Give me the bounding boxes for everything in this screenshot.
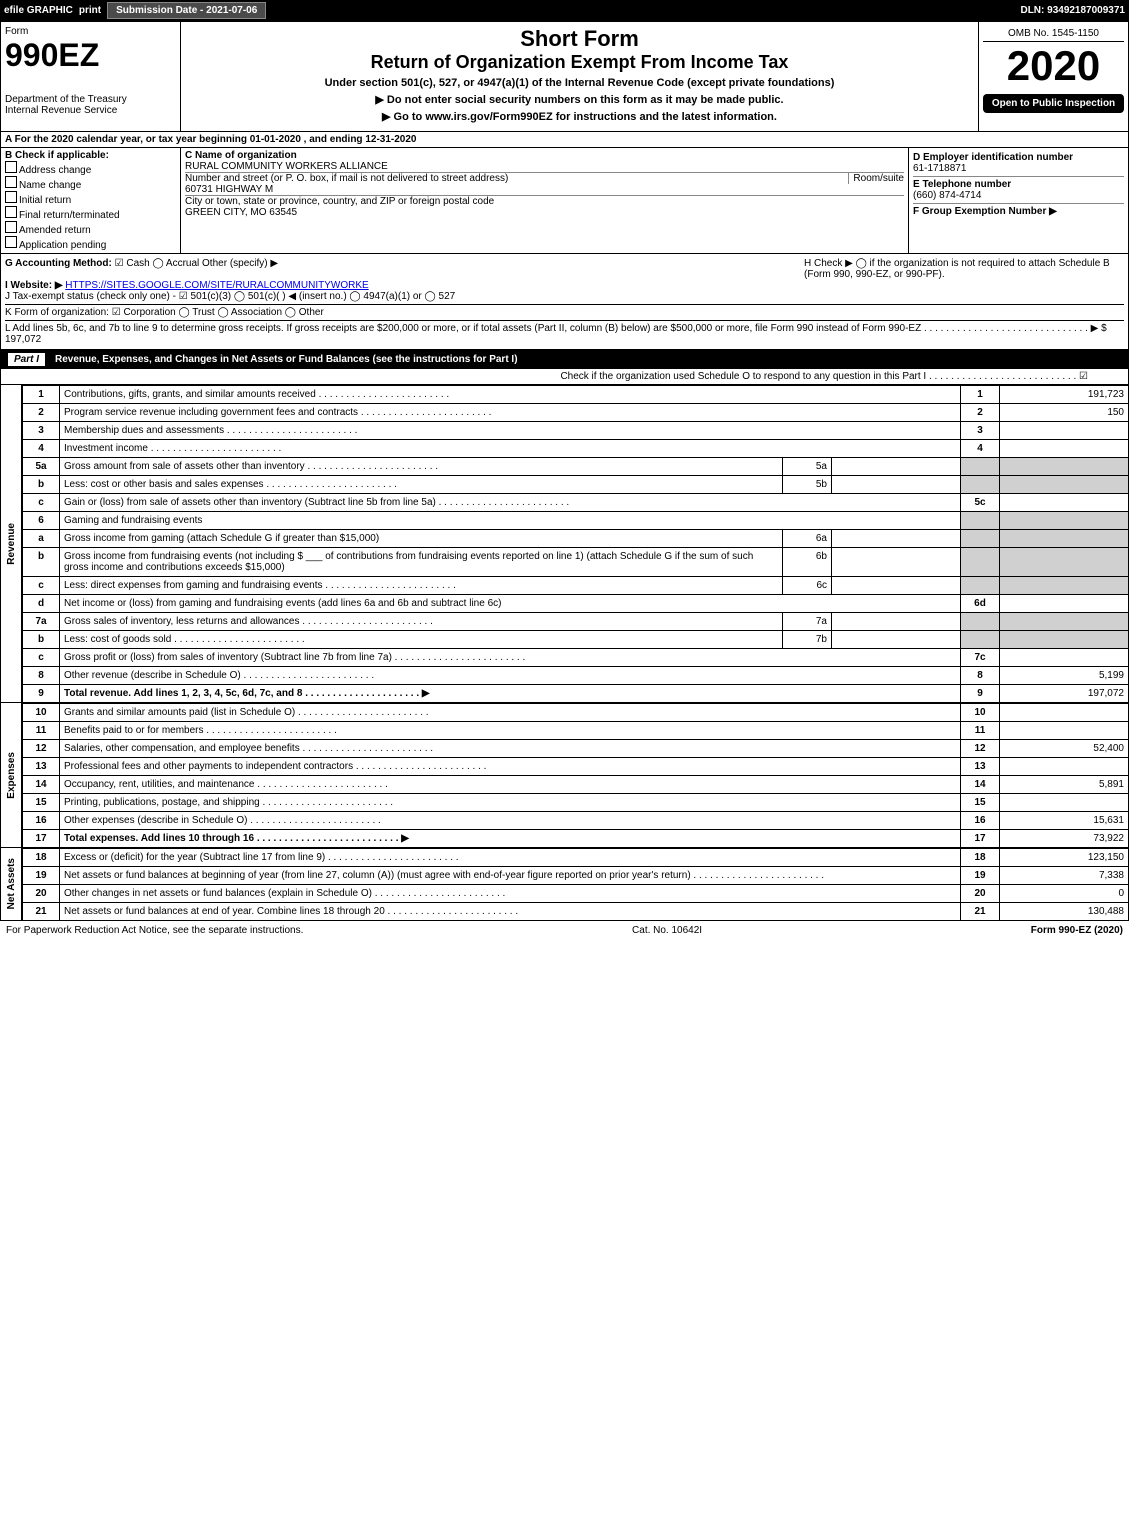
line-12: 12Salaries, other compensation, and empl…	[23, 740, 1129, 758]
line-6b: bGross income from fundraising events (n…	[23, 548, 1129, 577]
line-5c: cGain or (loss) from sale of assets othe…	[23, 494, 1129, 512]
chk-amended-return[interactable]: Amended return	[5, 221, 176, 236]
tax-year: 2020	[983, 42, 1124, 90]
website-link[interactable]: HTTPS://SITES.GOOGLE.COM/SITE/RURALCOMMU…	[65, 280, 368, 291]
instructions-link-line: ▶ Go to www.irs.gov/Form990EZ for instru…	[185, 110, 974, 123]
line-g-options[interactable]: ☑ Cash ◯ Accrual Other (specify) ▶	[115, 258, 278, 269]
line-11: 11Benefits paid to or for members11	[23, 722, 1129, 740]
line-6: 6Gaming and fundraising events	[23, 512, 1129, 530]
org-name-label: C Name of organization	[185, 150, 297, 161]
dln-label: DLN: 93492187009371	[1020, 5, 1125, 16]
line-2: 2Program service revenue including gover…	[23, 404, 1129, 422]
revenue-side-label: Revenue	[0, 385, 22, 703]
part1-schedule-o-check[interactable]: Check if the organization used Schedule …	[0, 369, 1129, 385]
part1-header: Part I Revenue, Expenses, and Changes in…	[0, 350, 1129, 369]
net-assets-table: 18Excess or (deficit) for the year (Subt…	[22, 848, 1129, 921]
form-number: 990EZ	[5, 37, 176, 74]
ein-value: 61-1718871	[913, 163, 966, 174]
title-main: Return of Organization Exempt From Incom…	[185, 52, 974, 73]
line-9: 9Total revenue. Add lines 1, 2, 3, 4, 5c…	[23, 685, 1129, 703]
subtitle: Under section 501(c), 527, or 4947(a)(1)…	[185, 77, 974, 89]
part1-title: Revenue, Expenses, and Changes in Net As…	[55, 354, 518, 365]
identity-block: B Check if applicable: Address change Na…	[0, 148, 1129, 254]
line-j[interactable]: J Tax-exempt status (check only one) - ☑…	[5, 291, 1124, 302]
footer-formref: Form 990-EZ (2020)	[1031, 925, 1123, 936]
chk-application-pending[interactable]: Application pending	[5, 236, 176, 251]
form-header: Form 990EZ Department of the Treasury In…	[0, 21, 1129, 132]
line-6a: aGross income from gaming (attach Schedu…	[23, 530, 1129, 548]
revenue-table: 1Contributions, gifts, grants, and simil…	[22, 385, 1129, 703]
line-5b: bLess: cost or other basis and sales exp…	[23, 476, 1129, 494]
footer-catno: Cat. No. 10642I	[632, 925, 702, 936]
line-17: 17Total expenses. Add lines 10 through 1…	[23, 830, 1129, 848]
ssn-warning: ▶ Do not enter social security numbers o…	[185, 93, 974, 106]
expenses-side-label: Expenses	[0, 703, 22, 848]
line-18: 18Excess or (deficit) for the year (Subt…	[23, 849, 1129, 867]
city-label: City or town, state or province, country…	[185, 196, 494, 207]
line-21: 21Net assets or fund balances at end of …	[23, 903, 1129, 921]
expenses-table: 10Grants and similar amounts paid (list …	[22, 703, 1129, 848]
instructions-text: ▶ Go to www.irs.gov/Form990EZ for instru…	[382, 111, 777, 123]
line-k[interactable]: K Form of organization: ☑ Corporation ◯ …	[5, 304, 1124, 318]
title-short-form: Short Form	[185, 26, 974, 52]
meta-g-to-l: G Accounting Method: ☑ Cash ◯ Accrual Ot…	[0, 254, 1129, 350]
box-c: C Name of organization RURAL COMMUNITY W…	[181, 148, 908, 253]
chk-initial-return[interactable]: Initial return	[5, 191, 176, 206]
line-h[interactable]: H Check ▶ ◯ if the organization is not r…	[804, 258, 1124, 280]
omb-number: OMB No. 1545-1150	[983, 26, 1124, 42]
line-7b: bLess: cost of goods sold7b	[23, 631, 1129, 649]
box-b: B Check if applicable: Address change Na…	[1, 148, 181, 253]
line-15: 15Printing, publications, postage, and s…	[23, 794, 1129, 812]
chk-address-change[interactable]: Address change	[5, 161, 176, 176]
efile-top-bar: efile GRAPHIC print Submission Date - 20…	[0, 0, 1129, 21]
room-label: Room/suite	[848, 173, 904, 184]
line-7a: 7aGross sales of inventory, less returns…	[23, 613, 1129, 631]
open-public-inspection: Open to Public Inspection	[983, 94, 1124, 113]
print-link[interactable]: print	[79, 5, 101, 16]
street-value: 60731 HIGHWAY M	[185, 184, 273, 195]
chk-name-change[interactable]: Name change	[5, 176, 176, 191]
tel-label: E Telephone number	[913, 179, 1011, 190]
line-13: 13Professional fees and other payments t…	[23, 758, 1129, 776]
line-g-label: G Accounting Method:	[5, 258, 112, 269]
efile-graphic-label: efile GRAPHIC	[4, 5, 73, 16]
tel-value: (660) 874-4714	[913, 190, 981, 201]
page-footer: For Paperwork Reduction Act Notice, see …	[0, 921, 1129, 940]
line-a-period: A For the 2020 calendar year, or tax yea…	[0, 132, 1129, 148]
group-exemption-label: F Group Exemption Number ▶	[913, 206, 1057, 217]
irs-label: Internal Revenue Service	[5, 105, 176, 116]
line-10: 10Grants and similar amounts paid (list …	[23, 704, 1129, 722]
box-def: D Employer identification number 61-1718…	[908, 148, 1128, 253]
line-7c: cGross profit or (loss) from sales of in…	[23, 649, 1129, 667]
line-16: 16Other expenses (describe in Schedule O…	[23, 812, 1129, 830]
line-3: 3Membership dues and assessments3	[23, 422, 1129, 440]
net-assets-side-label: Net Assets	[0, 848, 22, 921]
line-19: 19Net assets or fund balances at beginni…	[23, 867, 1129, 885]
city-value: GREEN CITY, MO 63545	[185, 207, 297, 218]
line-1: 1Contributions, gifts, grants, and simil…	[23, 386, 1129, 404]
line-i-label: I Website: ▶	[5, 280, 63, 291]
line-20: 20Other changes in net assets or fund ba…	[23, 885, 1129, 903]
line-8: 8Other revenue (describe in Schedule O)8…	[23, 667, 1129, 685]
street-label: Number and street (or P. O. box, if mail…	[185, 173, 508, 184]
box-b-title: B Check if applicable:	[5, 150, 109, 161]
part1-label: Part I	[8, 353, 45, 366]
line-5a: 5aGross amount from sale of assets other…	[23, 458, 1129, 476]
line-6d: dNet income or (loss) from gaming and fu…	[23, 595, 1129, 613]
submission-date-button[interactable]: Submission Date - 2021-07-06	[107, 2, 266, 19]
org-name-value: RURAL COMMUNITY WORKERS ALLIANCE	[185, 161, 388, 172]
line-6c: cLess: direct expenses from gaming and f…	[23, 577, 1129, 595]
ein-label: D Employer identification number	[913, 152, 1073, 163]
line-14: 14Occupancy, rent, utilities, and mainte…	[23, 776, 1129, 794]
footer-paperwork: For Paperwork Reduction Act Notice, see …	[6, 925, 303, 936]
form-label: Form	[5, 26, 176, 37]
dept-treasury: Department of the Treasury	[5, 94, 176, 105]
line-l: L Add lines 5b, 6c, and 7b to line 9 to …	[5, 320, 1124, 345]
line-4: 4Investment income4	[23, 440, 1129, 458]
chk-final-return[interactable]: Final return/terminated	[5, 206, 176, 221]
